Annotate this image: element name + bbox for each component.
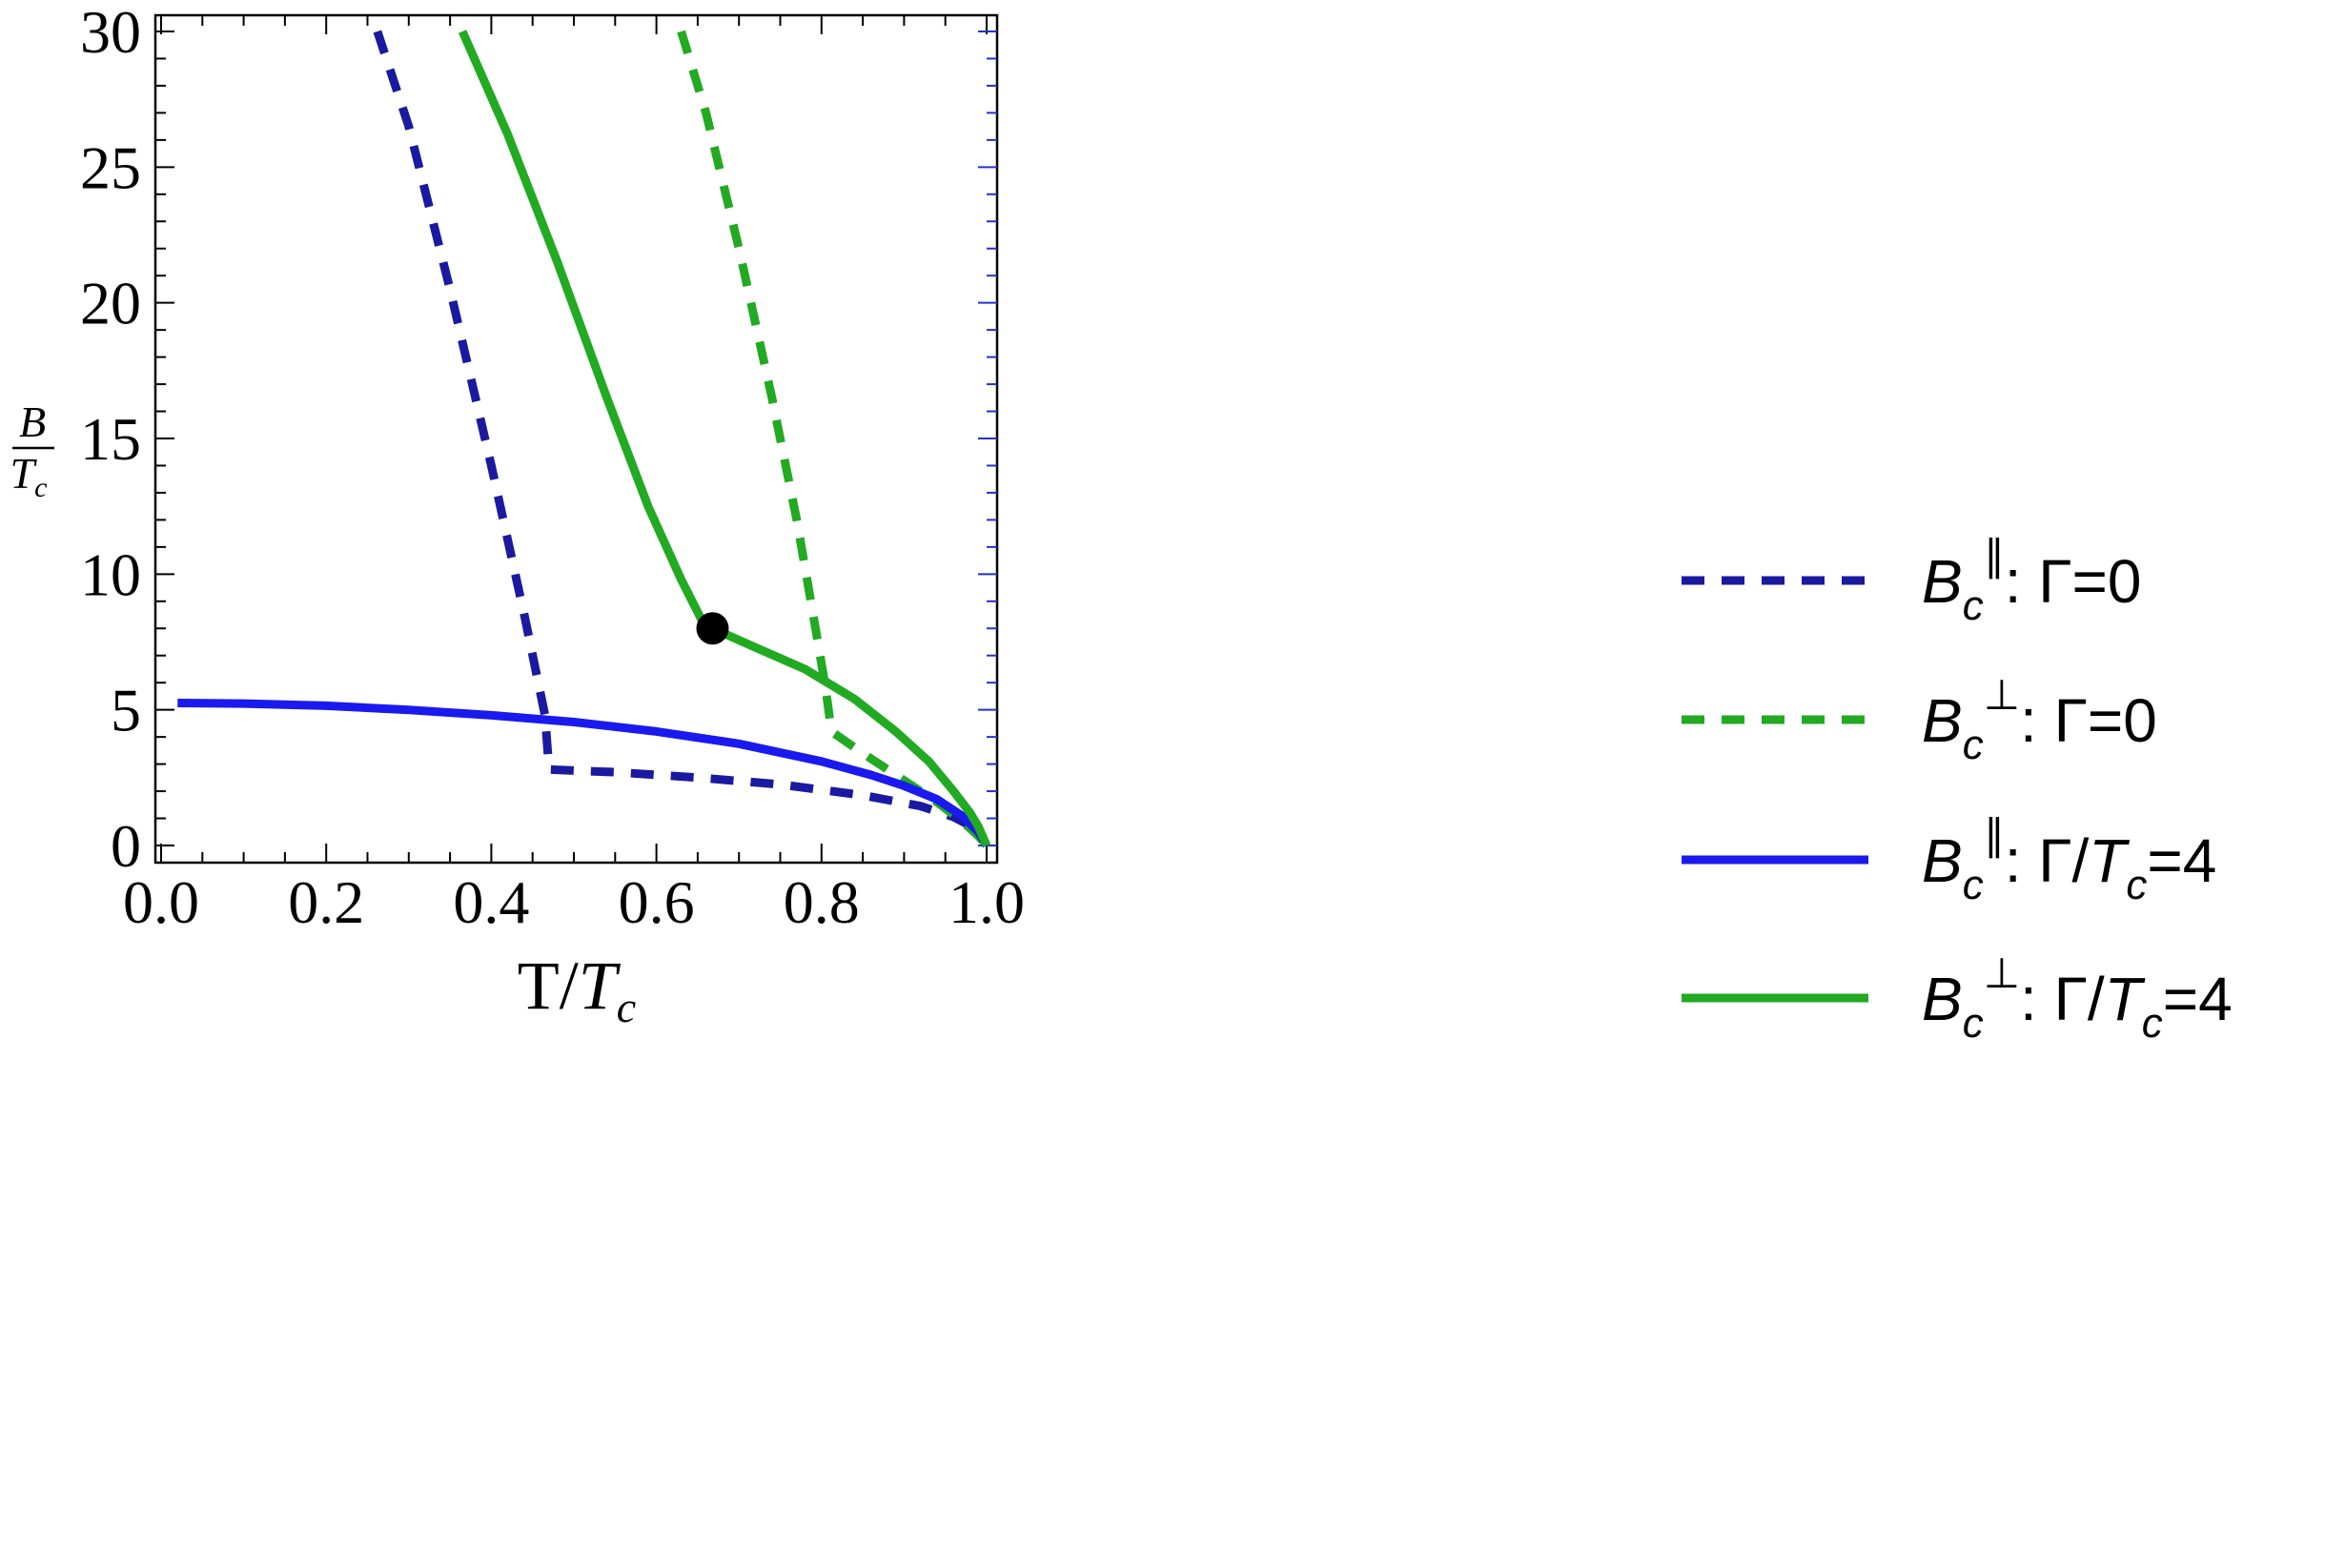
- series-line-1: [677, 30, 990, 848]
- x-tick-label: 0.4: [453, 868, 529, 936]
- y-tick-label: 0: [111, 812, 141, 880]
- y-tick-label: 30: [80, 0, 141, 66]
- legend-label: Bc∥: Γ/Tc=4: [1922, 812, 2216, 908]
- y-tick-label: 10: [80, 540, 141, 608]
- y-tick-label: 20: [80, 270, 141, 337]
- legend-label: Bc⊥: Γ/Tc=4: [1922, 950, 2233, 1047]
- legend-item-2: Bc∥: Γ/Tc=4: [1682, 812, 2216, 908]
- x-axis-title: T/Tc: [518, 947, 636, 1031]
- legend-item-3: Bc⊥: Γ/Tc=4: [1682, 950, 2233, 1047]
- y-axis-title-numerator: B: [19, 397, 46, 446]
- y-tick-label: 5: [111, 677, 141, 744]
- series-line-3: [458, 30, 991, 847]
- plot-frame: [153, 13, 999, 865]
- legend-item-1: Bc⊥: Γ=0: [1682, 672, 2157, 768]
- critical-point-marker: [696, 612, 729, 645]
- y-tick-label: 15: [80, 405, 141, 473]
- axis-titles: T/Tc BTc: [10, 397, 637, 1031]
- series-line-2: [177, 699, 990, 848]
- x-tick-label: 0.8: [784, 868, 860, 936]
- x-tick-label: 0.0: [123, 868, 199, 936]
- x-tick-label: 0.6: [619, 868, 695, 936]
- series-layer: [177, 30, 991, 848]
- tick-labels: 0.0 0.2 0.4 0.6 0.8 1.0 0 5 10 15 20 25 30: [80, 0, 1025, 936]
- legend-label: Bc⊥: Γ=0: [1922, 672, 2157, 768]
- x-tick-label: 0.2: [288, 868, 364, 936]
- legend-label: Bc∥: Γ=0: [1922, 533, 2141, 629]
- plot-border: [153, 13, 999, 865]
- series-line-0: [373, 30, 991, 848]
- marker-layer: [696, 612, 729, 645]
- y-tick-label: 25: [80, 133, 141, 201]
- legend-item-0: Bc∥: Γ=0: [1682, 533, 2141, 629]
- axis-ticks: [155, 15, 997, 863]
- y-axis-title-denominator: Tc: [10, 449, 48, 503]
- x-tick-label: 1.0: [948, 868, 1025, 936]
- legend: Bc∥: Γ=0 Bc⊥: Γ=0 Bc∥: Γ/Tc=4 Bc⊥: Γ/Tc=4: [1682, 533, 2233, 1047]
